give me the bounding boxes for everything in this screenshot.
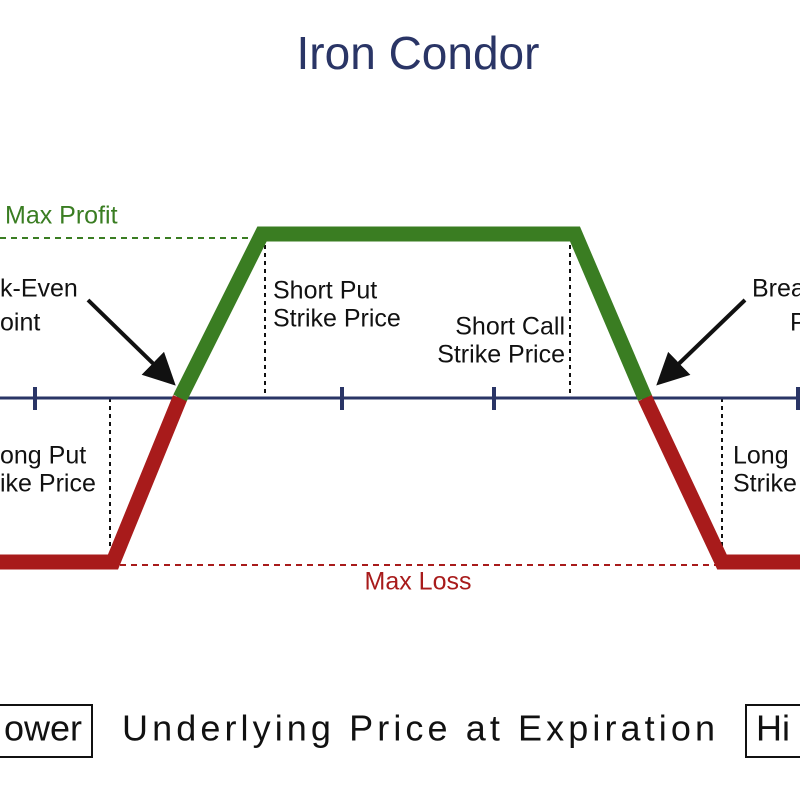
title: Iron Condor [297,27,540,79]
long-put-label: ong Put [0,442,86,470]
long-call-label: Strike [733,470,797,498]
axis-ticks [33,387,800,410]
profit-segment [173,226,652,402]
x-axis-label: Underlying Price at Expiration [122,708,715,749]
break-even-label: oint [0,309,40,337]
short-put-label: Strike Price [273,305,401,333]
break-even-label: Brea [752,275,800,303]
higher-box [745,704,800,758]
lower-label: ower [4,708,82,749]
loss-segment-left [0,395,187,570]
loss-segment-right [638,394,800,570]
max-profit-label: Max Profit [5,202,118,230]
arrow [86,298,176,386]
long-call-label: Long [733,442,789,470]
higher-label: Hi [756,708,790,749]
lower-box [0,704,93,758]
break-even-label: P [790,309,800,337]
short-put-label: Short Put [273,277,377,305]
arrow [656,298,747,386]
short-call-label: Short Call [455,313,565,341]
break-even-label: k-Even [0,275,78,303]
long-put-label: ike Price [0,470,96,498]
short-call-label: Strike Price [437,341,565,369]
max-loss-label: Max Loss [365,568,472,596]
